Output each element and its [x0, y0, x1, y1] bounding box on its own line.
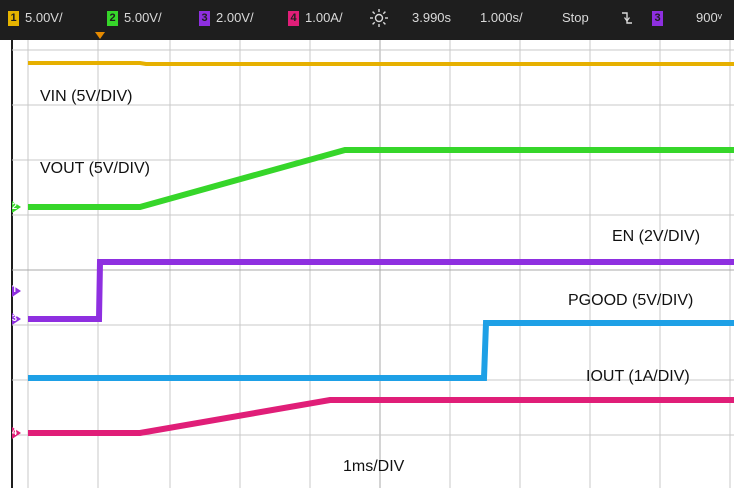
- waveform-area[interactable]: 2 T 3 4 VIN (5V/DIV) VOUT (5V/DIV) EN (2…: [0, 40, 734, 488]
- trigger-level[interactable]: 900ᵛ: [696, 10, 722, 25]
- vin-trace: [28, 61, 734, 66]
- trigger-position-marker[interactable]: [95, 32, 105, 39]
- iout-trace: [28, 397, 734, 436]
- vin-label: VIN (5V/DIV): [40, 88, 133, 105]
- channel-1-badge: 1: [8, 11, 19, 26]
- status-bar: 1 5.00V/ 2 5.00V/ 3 2.00V/ 4 1.00A/ 3.990ѕ 1…: [0, 0, 734, 40]
- channel-1-scale[interactable]: 1 5.00V/: [8, 9, 63, 27]
- channel-4-scale-value: 1.00A/: [305, 10, 343, 25]
- trigger-channel-badge: 3: [652, 11, 663, 26]
- pgood-label: PGOOD (5V/DIV): [568, 292, 694, 309]
- ch3-marker-arrow: [12, 313, 21, 325]
- run-state[interactable]: Stop: [562, 10, 589, 25]
- iout-label: IOUT (1A/DIV): [586, 368, 690, 385]
- channel-3-scale-value: 2.00V/: [216, 10, 254, 25]
- vout-trace: [28, 147, 734, 210]
- horizontal-scale-label: 1ms/DIV: [343, 458, 405, 475]
- channel-4-badge: 4: [288, 11, 299, 26]
- channel-4-scale[interactable]: 4 1.00A/: [288, 9, 343, 27]
- channel-2-badge: 2: [107, 11, 118, 26]
- trigger-source[interactable]: 3: [652, 9, 669, 27]
- trigger-level-marker-arrow: [12, 285, 21, 297]
- falling-edge-icon[interactable]: [620, 10, 634, 28]
- channel-2-scale[interactable]: 2 5.00V/: [107, 9, 162, 27]
- channel-2-scale-value: 5.00V/: [124, 10, 162, 25]
- trigger-marker-label: T: [12, 284, 18, 294]
- vout-label: VOUT (5V/DIV): [40, 160, 150, 177]
- sun-icon[interactable]: [369, 8, 389, 27]
- channel-1-scale-value: 5.00V/: [25, 10, 63, 25]
- pgood-trace: [28, 320, 734, 381]
- en-label: EN (2V/DIV): [612, 228, 701, 245]
- channel-3-scale[interactable]: 3 2.00V/: [199, 9, 254, 27]
- ch2-marker-arrow: [12, 201, 21, 213]
- waveform-traces: [12, 61, 734, 439]
- en-trace: [28, 259, 734, 322]
- timebase-position[interactable]: 3.990ѕ: [412, 10, 452, 25]
- ch4-marker-label: 4: [12, 427, 18, 437]
- channel-3-badge: 3: [199, 11, 210, 26]
- ch4-marker-arrow: [12, 427, 21, 439]
- timebase-scale[interactable]: 1.000ѕ/: [480, 10, 523, 25]
- ch2-marker-label: 2: [12, 201, 18, 211]
- ch3-marker-label: 3: [12, 313, 18, 323]
